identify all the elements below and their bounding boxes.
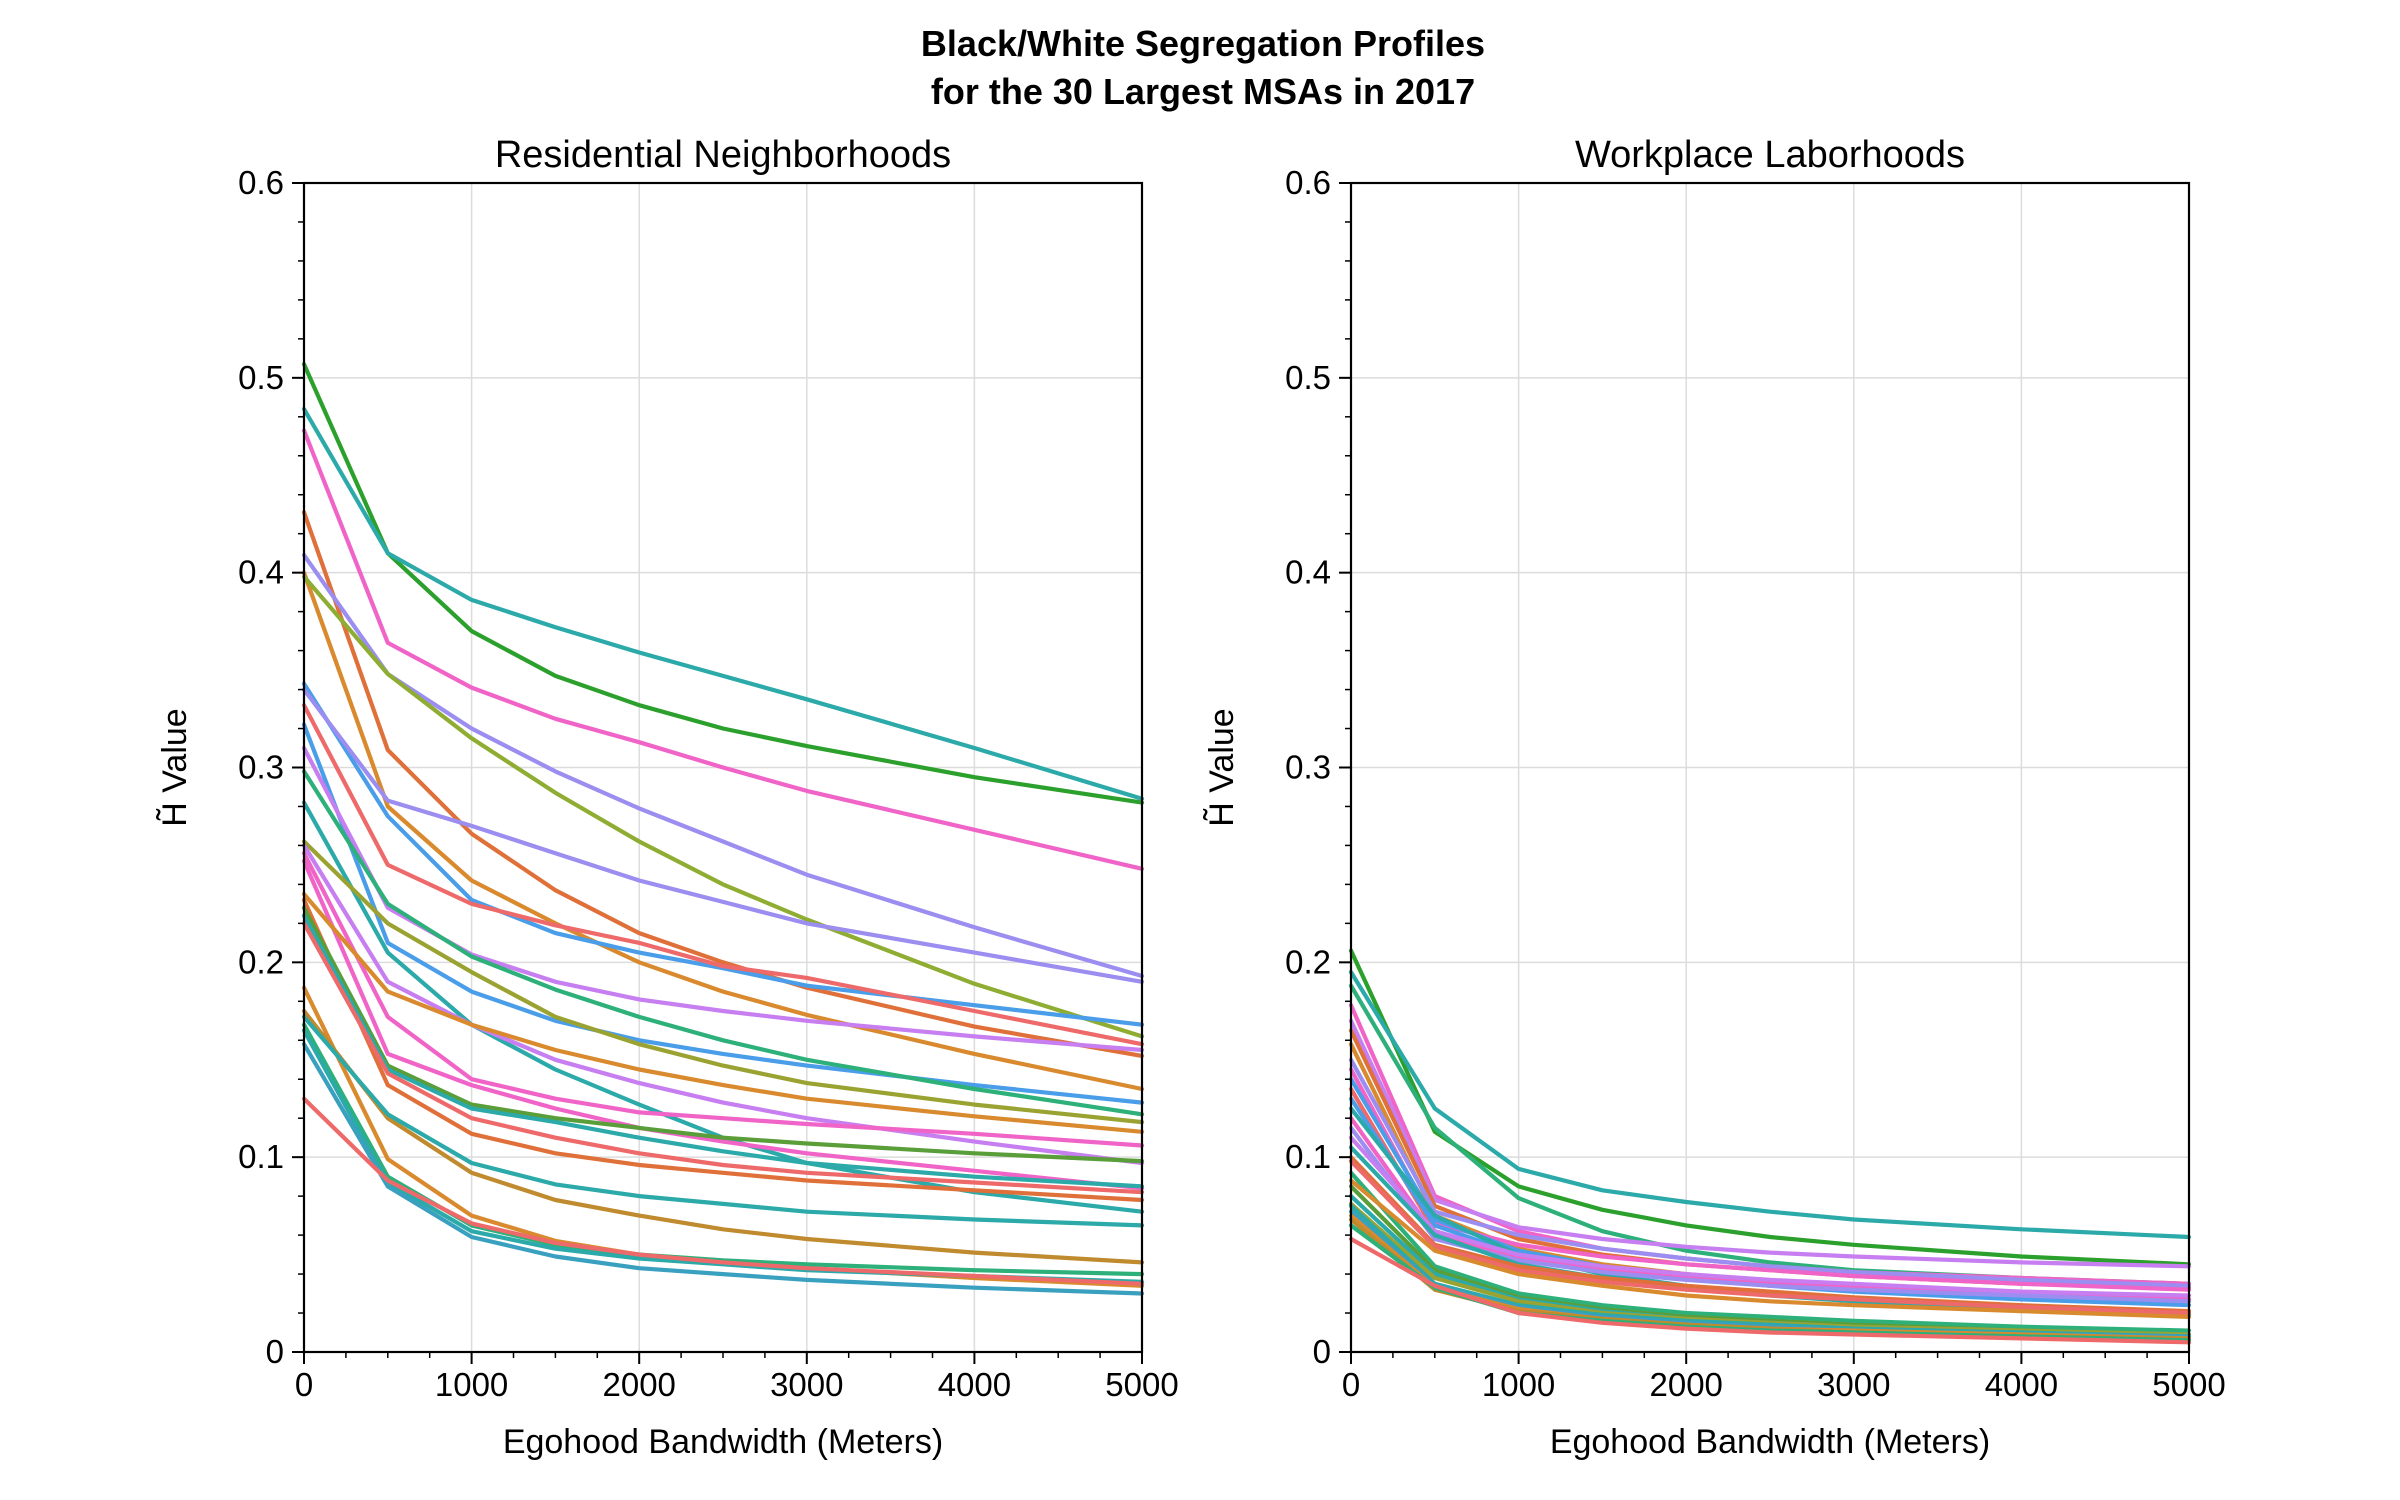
x-axis-label: Egohood Bandwidth (Meters) [1550,1423,1990,1461]
y-tick-label: 0.5 [238,359,284,396]
series-line-19 [1348,1158,2192,1316]
series-line-9 [301,687,1145,984]
series-line-16 [1348,1135,2192,1298]
x-tick-label: 2000 [1649,1366,1722,1403]
x-tick-label: 3000 [770,1366,843,1403]
series-line-13 [301,769,1145,1117]
x-tick-label: 0 [1342,1366,1360,1403]
series-line-26 [301,1014,1145,1228]
y-tick-label: 0.6 [1285,164,1331,201]
y-tick-label: 0.1 [1285,1138,1331,1175]
series-line-25 [301,1008,1145,1265]
x-tick-label: 1000 [1482,1366,1555,1403]
series-line-29 [301,1042,1145,1296]
series-line-1 [1348,948,2192,1267]
panel-workplace: 0 1000 2000 3000 4000 5000 0 0.1 0.2 0.3 0.4 0.5 0.6… [1202,134,2225,1461]
series-line-20 [301,897,1145,1203]
x-axis-label: Egohood Bandwidth (Meters) [503,1423,943,1461]
y-tick-label: 0.3 [1285,749,1331,786]
y-tick-label: 0.4 [1285,554,1331,591]
series-line-6 [301,552,1145,979]
y-tick-label: 0.5 [1285,359,1331,396]
figure-title-line1: Black/White Segregation Profiles [921,23,1485,64]
x-tick-label: 3000 [1817,1366,1890,1403]
series-line-12 [1348,1096,2192,1308]
y-axis-label: H̃ Value [1202,708,1241,826]
y-axis-label: H̃ Value [155,708,194,826]
y-tick-label: 0.2 [1285,943,1331,980]
series-line-14 [301,800,1145,1214]
y-tick-label: 0.3 [238,749,284,786]
series-line-30 [1348,1236,2192,1345]
series-line-19 [301,891,1145,1134]
x-tick-label: 2000 [602,1366,675,1403]
y-tick-label: 0.1 [238,1138,284,1175]
series-line-10 [301,703,1145,1047]
series-line-5 [1348,1018,2192,1269]
panel-residential: 0 1000 2000 3000 4000 5000 0 0.1 0.2 0.3 0.4 0.5 0.6… [155,134,1178,1461]
series-line-20 [1348,1170,2192,1333]
series-line-16 [301,843,1145,1166]
series-line-5 [301,570,1145,1092]
panel-title: Residential Neighborhoods [495,134,951,176]
series-line-21 [1348,1178,2192,1320]
series-line-8 [301,681,1145,1027]
series-line-30 [301,1096,1145,1286]
figure-title-line2: for the 30 Largest MSAs in 2017 [931,71,1475,112]
panel-title: Workplace Laborhoods [1575,134,1965,176]
series-line-4 [301,510,1145,1059]
y-tick-label: 0.2 [238,943,284,980]
series-line-22 [301,913,1145,1189]
x-tick-label: 4000 [938,1366,1011,1403]
series-line-2 [1348,969,2192,1240]
x-tick-label: 0 [295,1366,313,1403]
series-line-8 [1348,1057,2192,1288]
series-line-7 [301,574,1145,1039]
x-tick-label: 4000 [1985,1366,2058,1403]
series-line-23 [301,921,1145,1195]
series-line-2 [301,406,1145,801]
y-tick-label: 0.6 [238,164,284,201]
y-tick-label: 0.4 [238,554,284,591]
x-tick-label: 5000 [1105,1366,1178,1403]
series-line-3 [301,428,1145,871]
series-line-1 [301,362,1145,805]
x-tick-label: 5000 [2152,1366,2225,1403]
y-tick-label: 0 [1313,1333,1331,1370]
series-line-21 [301,905,1145,1164]
series-line-15 [301,839,1145,1125]
series-line-17 [301,851,1145,1148]
x-tick-label: 1000 [435,1366,508,1403]
y-tick-label: 0 [266,1333,284,1370]
